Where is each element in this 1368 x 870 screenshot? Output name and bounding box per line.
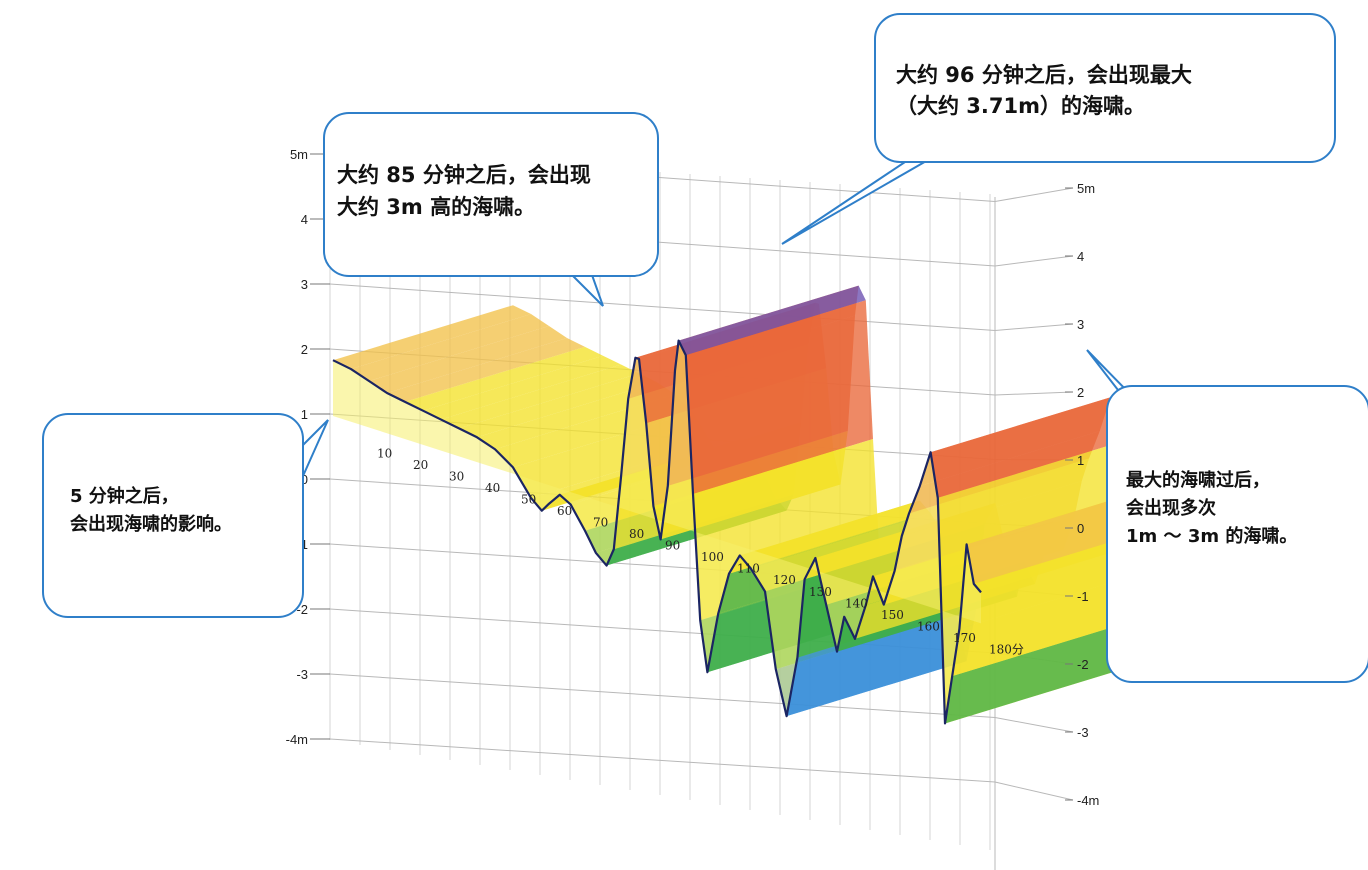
x-tick: 50 [521,493,536,507]
pointer-5 [301,419,329,477]
x-tick: 100 [701,550,724,564]
wave-band [678,285,866,356]
wave-band [423,355,621,420]
y-tick-right: -1 [1077,589,1089,604]
x-tick: 180分 [989,642,1024,656]
grid-line-h-right [994,781,1074,801]
wave-band [369,326,567,393]
wave-fills [333,285,1161,724]
pointer-96 [781,159,929,245]
x-axis-ticks: 10 20 30 40 50 60 70 80 90 100 110 120 130 140 150 160 1… [377,447,1024,657]
x-tick: 60 [557,504,572,518]
grid-line-h-right [994,323,1074,331]
x-tick: 150 [881,608,904,622]
callout-after-max: 最大的海啸过后， 会出现多次 1m ～ 3m 的海啸。 [1106,385,1368,683]
wave-band [459,373,657,438]
wave-band [685,300,873,494]
y-tick-right: 0 [1077,521,1084,536]
x-tick: 120 [773,573,796,587]
y-tick-right: 5m [1077,181,1095,196]
wave-band [351,314,549,382]
grid-line-h [329,283,996,331]
y-tick-right: 3 [1077,317,1084,332]
x-tick: 160 [917,619,940,633]
wave-band [405,346,603,411]
y-tick-left: 4 [301,212,308,227]
x-tick: 130 [809,585,832,599]
y-tick-right: 1 [1077,453,1084,468]
y-tick-left: -3 [296,667,308,682]
y-tick-right: 4 [1077,249,1084,264]
y-tick-left: 5m [290,147,308,162]
x-tick: 110 [737,562,760,576]
grid-line-h-right [994,255,1074,267]
y-tick-left: 3 [301,277,308,292]
wave-band [945,621,1133,724]
grid-line-h-right [994,717,1074,733]
y-tick-right: 2 [1077,385,1084,400]
grid-line-h-right [994,391,1074,396]
callout-85-min: 大约 85 分钟之后，会出现 大约 3m 高的海啸。 [323,112,659,277]
wave-band [952,573,1140,677]
y-tick-left: -4m [286,732,308,747]
wave-line [332,339,982,725]
x-tick: 40 [485,481,500,495]
grid-line-h-right [994,187,1074,202]
wave-band [387,337,585,402]
x-tick: 140 [845,596,868,610]
y-tick-left: 2 [301,342,308,357]
x-tick: 170 [953,631,976,645]
y-tick-right: -4m [1077,793,1099,808]
y-tick-right: -2 [1077,657,1089,672]
y-axis-right: 5m 4 3 2 1 0 -1 -2 -3 -4m [1065,181,1099,808]
callout-5-min: 5 分钟之后， 会出现海啸的影响。 [42,413,304,618]
x-tick: 10 [377,447,392,461]
y-tick-left: 1 [301,407,308,422]
callout-96-min: 大约 96 分钟之后，会出现最大 （大约 3.71m）的海啸。 [874,13,1336,163]
wave-band [441,364,639,429]
wave-band [786,602,978,717]
grid-line-h [329,673,996,718]
wave-band [739,500,931,569]
pointer-85 [571,274,604,307]
callout-pointers [301,159,1133,477]
grid-line-h [329,738,996,783]
x-tick: 20 [413,458,428,472]
y-tick-left: -2 [296,602,308,617]
pointer-after [1086,349,1133,397]
wave-band [930,397,1118,498]
wave-band [333,305,531,370]
x-tick: 70 [593,516,608,530]
x-tick: 30 [449,470,464,484]
x-tick: 80 [629,527,644,541]
x-tick: 90 [665,539,680,553]
y-tick-right: -3 [1077,725,1089,740]
y-tick-left: 0 [301,472,308,487]
wave-band [477,382,675,450]
